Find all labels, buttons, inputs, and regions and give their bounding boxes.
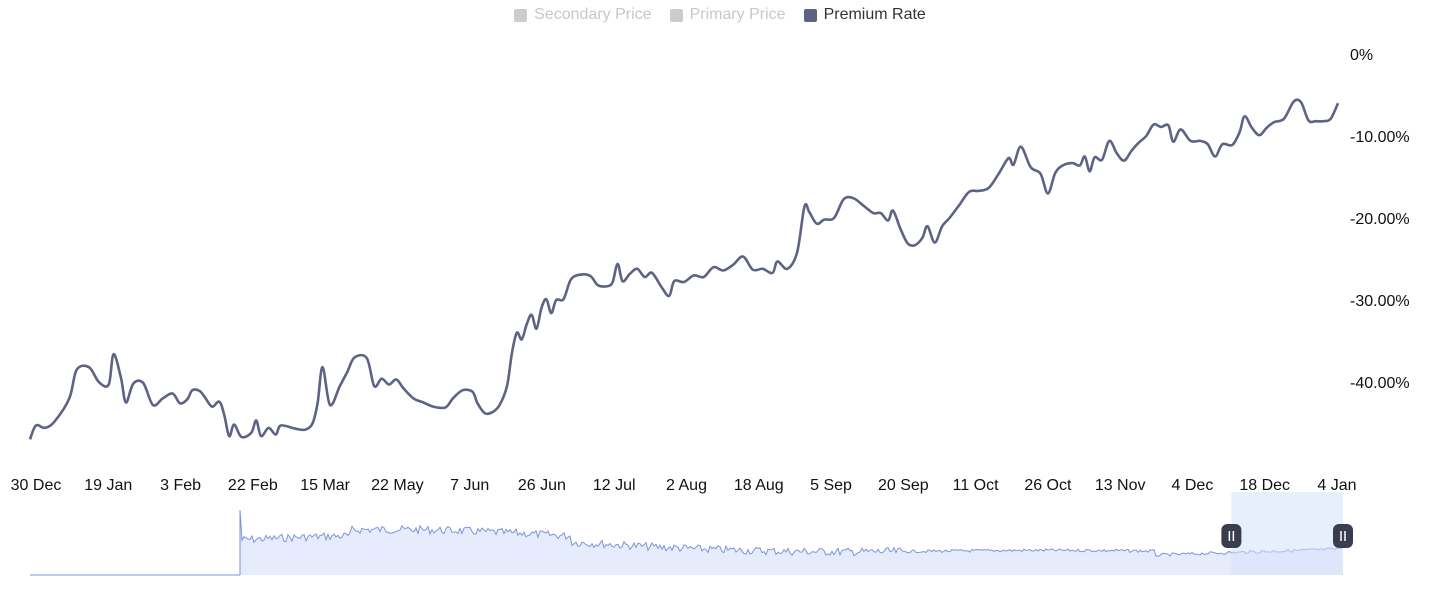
navigator-left-handle[interactable] — [1221, 524, 1242, 548]
x-tick-label: 22 Feb — [228, 477, 278, 494]
x-tick-label: 22 May — [371, 477, 423, 494]
legend-label: Primary Price — [689, 6, 786, 23]
x-tick-label: 26 Jun — [518, 477, 566, 494]
x-tick-label: 12 Jul — [593, 477, 636, 494]
y-tick-label: -10.00% — [1350, 129, 1410, 146]
x-tick-label: 15 Mar — [300, 477, 350, 494]
navigator-area — [240, 510, 1343, 575]
navigator-line — [239, 509, 1343, 575]
navigator-right-handle[interactable] — [1333, 524, 1353, 548]
x-tick-label: 26 Oct — [1024, 477, 1072, 494]
legend-swatch — [803, 8, 817, 22]
y-axis: 0% -10.00% -20.00% -30.00% -40.00% — [1350, 47, 1410, 392]
y-tick-label: 0% — [1350, 47, 1373, 64]
legend-item-secondary-price[interactable]: Secondary Price — [514, 6, 652, 24]
x-tick-label: 4 Jan — [1317, 477, 1356, 494]
y-tick-label: -20.00% — [1350, 211, 1410, 228]
premium-rate-line — [28, 98, 1340, 440]
x-tick-label: 2 Aug — [666, 477, 707, 494]
navigator-selection[interactable] — [1231, 492, 1343, 575]
x-tick-label: 18 Aug — [734, 477, 784, 494]
legend-item-primary-price[interactable]: Primary Price — [669, 6, 786, 24]
x-axis: 30 Dec 19 Jan 3 Feb 22 Feb 15 Mar 22 May 7 Jun… — [11, 477, 1357, 494]
x-tick-label: 11 Oct — [953, 477, 1000, 494]
legend-swatch — [669, 8, 683, 22]
x-tick-label: 7 Jun — [450, 477, 489, 494]
x-tick-label: 20 Sep — [878, 477, 929, 494]
chart-legend: Secondary Price Primary Price Premium Rate — [0, 6, 1440, 24]
x-tick-label: 30 Dec — [11, 477, 62, 494]
legend-item-premium-rate[interactable]: Premium Rate — [803, 6, 926, 24]
x-tick-label: 4 Dec — [1172, 477, 1214, 494]
x-tick-label: 5 Sep — [810, 477, 852, 494]
legend-swatch — [514, 8, 528, 22]
x-tick-label: 3 Feb — [160, 477, 201, 494]
x-tick-label: 19 Jan — [84, 477, 132, 494]
y-tick-label: -40.00% — [1350, 375, 1410, 392]
range-navigator[interactable] — [30, 492, 1353, 576]
y-tick-label: -30.00% — [1350, 293, 1410, 310]
x-tick-label: 13 Nov — [1095, 477, 1146, 494]
legend-label: Secondary Price — [534, 6, 652, 23]
legend-label: Premium Rate — [823, 6, 926, 23]
plot-area — [28, 98, 1340, 440]
x-tick-label: 18 Dec — [1239, 477, 1290, 494]
